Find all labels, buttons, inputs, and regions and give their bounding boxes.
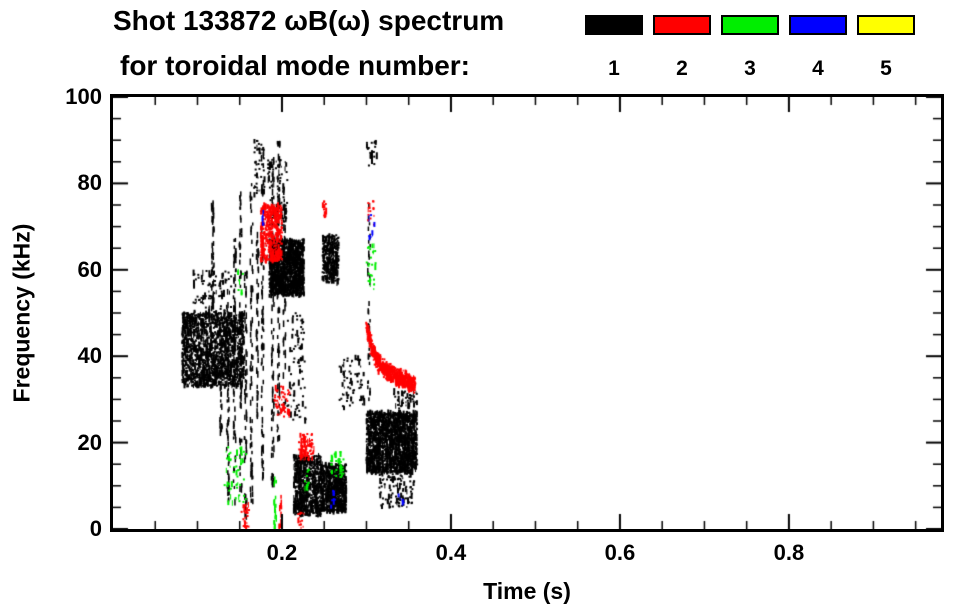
x-tick-label: 0.2 bbox=[266, 540, 298, 565]
legend-swatch-mode-4 bbox=[789, 15, 847, 35]
y-axis-label-wrap: Frequency (kHz) bbox=[0, 94, 44, 532]
legend-label-mode-1: 1 bbox=[608, 57, 620, 80]
x-axis-label: Time (s) bbox=[483, 578, 571, 604]
legend-label-mode-3: 3 bbox=[744, 57, 756, 80]
chart-title-line1: Shot 133872 ωB(ω) spectrum bbox=[113, 5, 505, 36]
plot-area bbox=[110, 94, 944, 532]
x-tick-label: 0.8 bbox=[773, 540, 805, 565]
legend-swatch-mode-2 bbox=[653, 15, 711, 35]
legend-label-mode-2: 2 bbox=[676, 57, 688, 80]
y-tick-label: 60 bbox=[77, 256, 102, 282]
legend-label-mode-4: 4 bbox=[812, 57, 824, 80]
x-tick-label: 0.4 bbox=[435, 540, 467, 565]
y-tick-label: 80 bbox=[77, 170, 102, 196]
legend-label-mode-5: 5 bbox=[880, 57, 892, 80]
legend-swatch-mode-5 bbox=[857, 15, 915, 35]
spectrogram-canvas bbox=[113, 97, 941, 529]
chart-title-line2: for toroidal mode number: bbox=[120, 50, 470, 81]
x-tick-label: 0.6 bbox=[604, 540, 636, 565]
y-tick-label: 20 bbox=[77, 429, 102, 455]
y-tick-label: 100 bbox=[65, 84, 102, 109]
y-tick-label: 40 bbox=[77, 343, 102, 369]
y-axis-label: Frequency (kHz) bbox=[8, 223, 35, 403]
y-tick-label: 0 bbox=[89, 516, 102, 541]
legend-swatch-mode-3 bbox=[721, 15, 779, 35]
legend-swatch-mode-1 bbox=[585, 15, 643, 35]
